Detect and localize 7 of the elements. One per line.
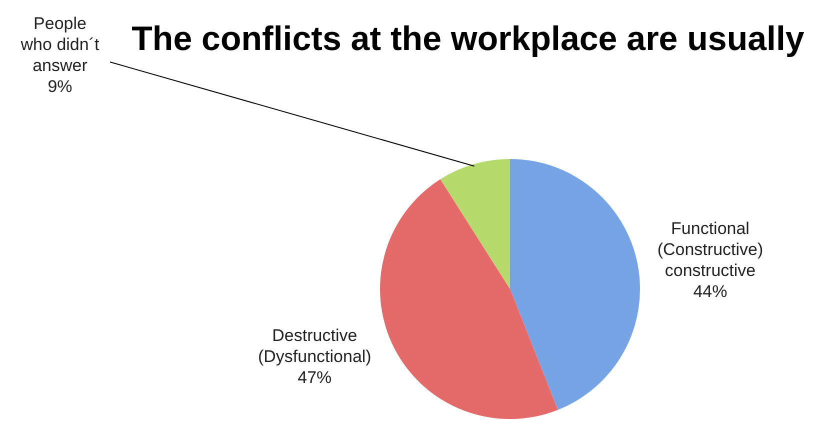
slice-label: Destructive (Dysfunctional) xyxy=(258,326,372,366)
data-label: 47% xyxy=(298,368,332,387)
slice-label: Functional (Constructive) constructive xyxy=(657,219,764,280)
chart-title: The conflicts at the workplace are usually xyxy=(130,19,806,60)
data-label: 44% xyxy=(693,282,728,302)
data-label: 9% xyxy=(48,77,72,96)
slice-label: People who didn´t answer xyxy=(20,14,100,76)
